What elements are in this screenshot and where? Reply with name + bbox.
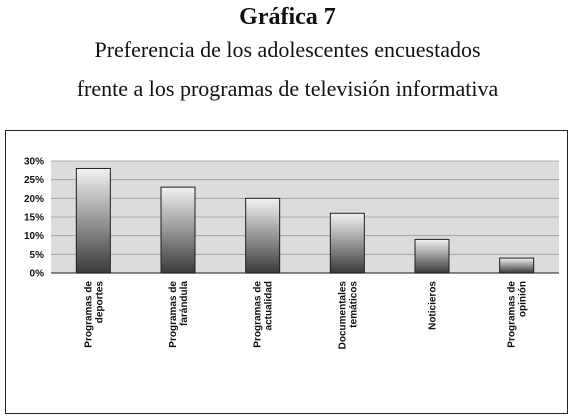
figure-number: Gráfica 7 [239, 4, 336, 30]
bar [414, 238, 450, 274]
x-category-label-line: Programas de [168, 281, 179, 348]
x-category-label: Programas de opinión [507, 281, 529, 348]
chart-frame: 0% 5% 10% 15% 20% 25% 30% Programas de deportes… [5, 130, 568, 414]
bar [160, 186, 196, 274]
x-axis-category-labels: Programas de deportes Programas de farándul… [83, 281, 528, 350]
x-category-label-line: Noticieros [428, 281, 439, 330]
y-tick-label: 5% [30, 250, 45, 261]
x-category-label-line: farándula [179, 281, 190, 326]
y-tick-label: 10% [24, 231, 44, 242]
y-tick-label: 15% [24, 213, 44, 224]
y-axis-tick-labels: 0% 5% 10% 15% 20% 25% 30% [24, 157, 44, 280]
y-tick-label: 0% [30, 269, 45, 280]
x-category-label-line: opinión [518, 281, 529, 317]
x-category-label-line: actualidad [264, 281, 275, 330]
bar-chart: 0%5%10%15%20%25%30% Programas de deportes… [24, 157, 559, 350]
y-tick-label: 30% [24, 157, 44, 168]
x-category-label-line: temáticos [348, 281, 359, 328]
x-category-label: Documentales temáticos [337, 281, 359, 350]
y-tick-label: 25% [24, 175, 44, 186]
bar [499, 257, 535, 274]
gridlines [51, 160, 559, 274]
x-category-label-line: deportes [94, 281, 105, 324]
chart-title-line-1: Preferencia de los adolescentes encuesta… [94, 37, 481, 62]
x-category-label: Noticieros [428, 281, 439, 330]
x-category-label: Programas de actualidad [253, 281, 275, 348]
x-category-label-line: Programas de [507, 281, 518, 348]
x-category-label-line: Documentales [337, 281, 348, 350]
x-category-label: Programas de farándula [168, 281, 190, 348]
bars [75, 167, 535, 274]
chart-title-line-2: frente a los programas de televisión inf… [76, 76, 499, 101]
x-category-label: Programas de deportes [83, 281, 105, 348]
bar [329, 212, 365, 274]
x-category-label-line: Programas de [83, 281, 94, 348]
bar [75, 167, 111, 274]
x-category-label-line: Programas de [253, 281, 264, 348]
y-tick-label: 20% [24, 194, 44, 205]
bar [245, 197, 281, 274]
